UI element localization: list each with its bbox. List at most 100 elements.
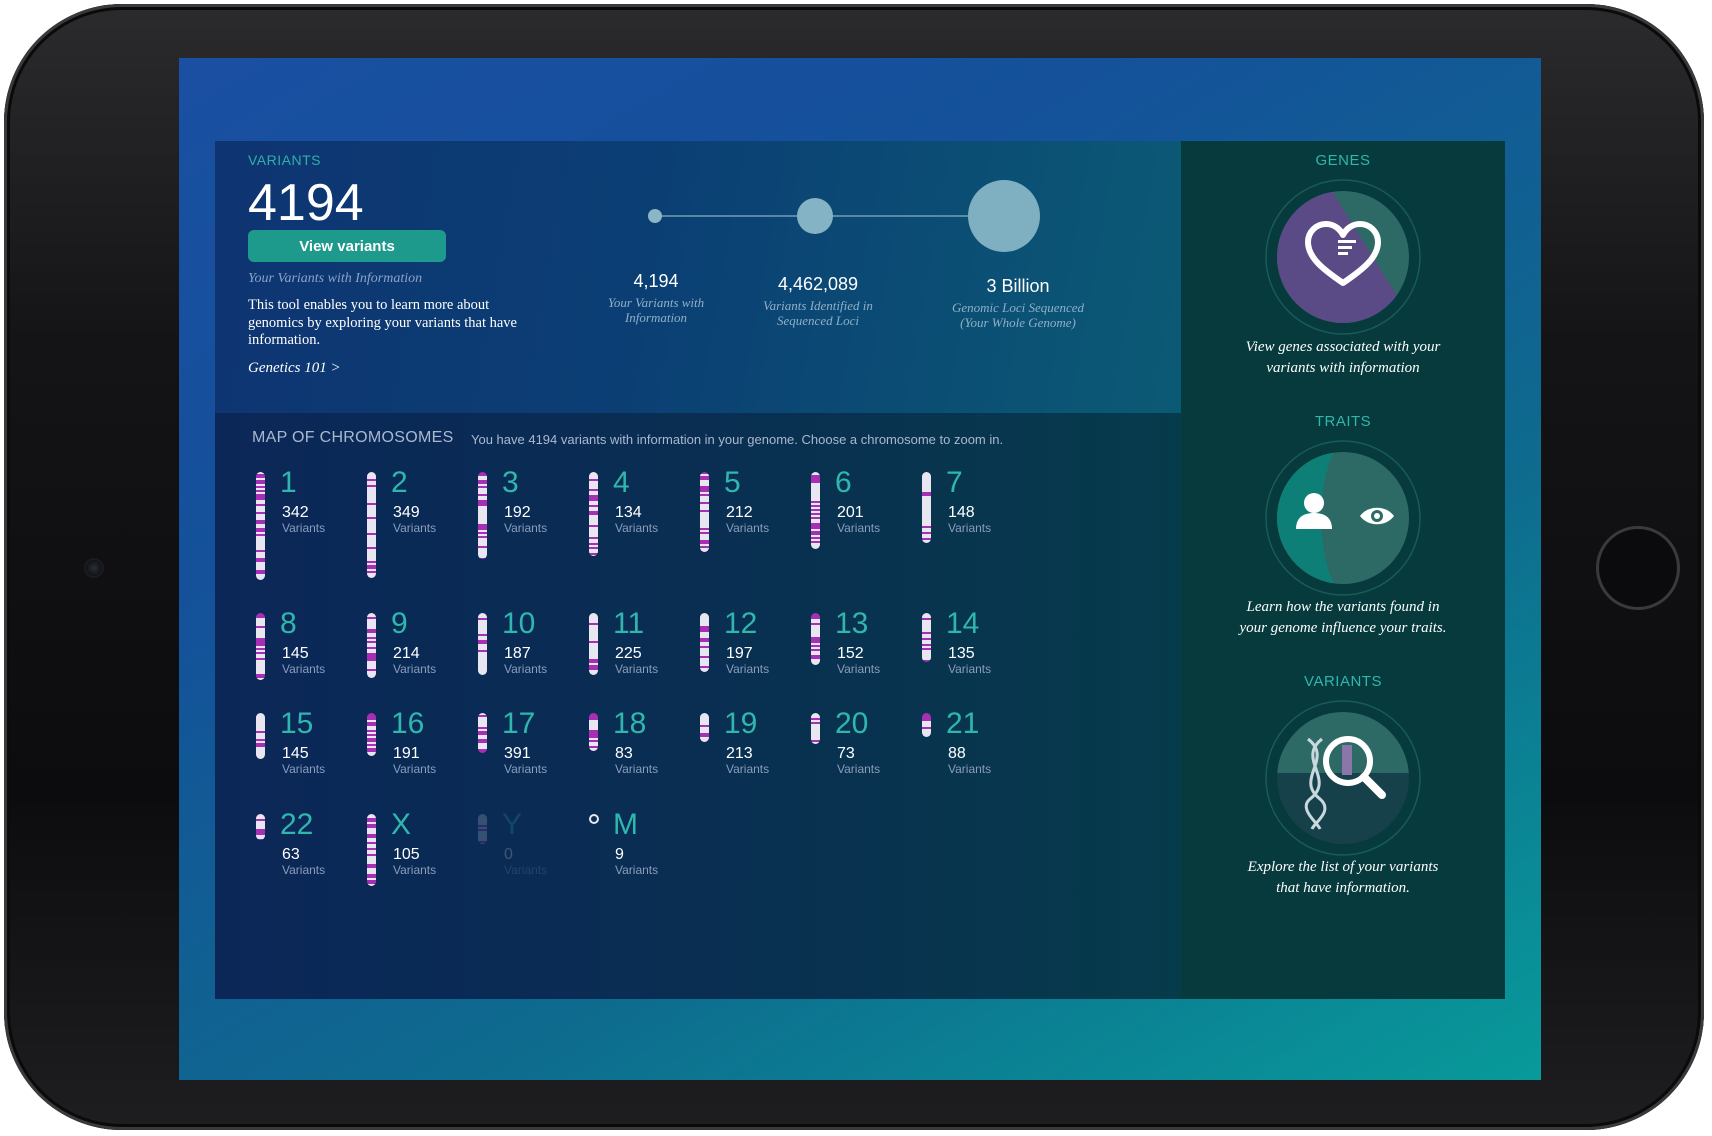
chromosome-unit-label: Variants xyxy=(726,521,770,535)
chromosome-9[interactable]: 9 214 Variants xyxy=(367,607,487,733)
chromosome-1[interactable]: 1 342 Variants xyxy=(256,466,376,592)
chromosome-band-icon xyxy=(811,472,820,549)
chromosome-unit-label: Variants xyxy=(948,662,992,676)
chromosome-number: 8 xyxy=(280,607,297,640)
chromosome-number: 19 xyxy=(724,707,758,740)
chromosome-band-icon xyxy=(478,713,487,753)
tablet-device: VARIANTS 4194 View variants Your Variant… xyxy=(4,4,1704,1130)
chromosome-unit-label: Variants xyxy=(282,863,326,877)
chromosome-19[interactable]: 19 213 Variants xyxy=(700,707,820,833)
view-variants-button[interactable]: View variants xyxy=(248,230,446,262)
chromosome-unit-label: Variants xyxy=(393,521,437,535)
chromosome-number: 10 xyxy=(502,607,536,640)
genetics-101-link[interactable]: Genetics 101 > xyxy=(248,360,341,376)
home-button[interactable] xyxy=(1596,526,1680,610)
chromosome-number: 14 xyxy=(946,607,980,640)
chromosome-band-icon xyxy=(589,814,599,824)
heart-icon xyxy=(1265,179,1421,335)
chromosome-22[interactable]: 22 63 Variants xyxy=(256,808,376,934)
chromosome-11[interactable]: 11 225 Variants xyxy=(589,607,709,733)
traits-title: TRAITS xyxy=(1314,413,1372,430)
chromosome-number: 15 xyxy=(280,707,314,740)
chromosome-number: Y xyxy=(502,808,523,841)
chromosome-y[interactable]: Y 0 Variants xyxy=(478,808,598,934)
chromosome-17[interactable]: 17 391 Variants xyxy=(478,707,598,833)
chromosome-m[interactable]: M 9 Variants xyxy=(589,808,709,934)
chromosome-number: 16 xyxy=(391,707,425,740)
chromosome-variant-count: 9 xyxy=(615,846,624,863)
chromosome-2[interactable]: 2 349 Variants xyxy=(367,466,487,592)
chromosome-unit-label: Variants xyxy=(282,521,326,535)
chromosome-variant-count: 191 xyxy=(393,745,420,762)
chromosome-unit-label: Variants xyxy=(504,762,548,776)
chromosome-15[interactable]: 15 145 Variants xyxy=(256,707,376,833)
chromosome-3[interactable]: 3 192 Variants xyxy=(478,466,598,592)
tool-description: This tool enables you to learn more abou… xyxy=(248,297,517,348)
chromosome-number: 1 xyxy=(280,466,297,499)
chromosome-21[interactable]: 21 88 Variants xyxy=(922,707,1042,833)
chromosome-6[interactable]: 6 201 Variants xyxy=(811,466,931,592)
large-dot-icon xyxy=(968,180,1040,252)
chromosome-x[interactable]: X 105 Variants xyxy=(367,808,487,934)
genes-button[interactable] xyxy=(1264,178,1422,336)
chromosome-number: 9 xyxy=(391,607,408,640)
chromosome-unit-label: Variants xyxy=(615,863,659,877)
chromosome-number: 5 xyxy=(724,466,741,499)
map-subtitle: You have 4194 variants with information … xyxy=(471,432,1004,447)
chromosome-band-icon xyxy=(256,713,265,759)
chromosome-unit-label: Variants xyxy=(504,521,548,535)
variants-summary-panel: VARIANTS 4194 View variants Your Variant… xyxy=(215,141,1181,413)
chromosome-variant-count: 148 xyxy=(948,504,975,521)
chromosome-12[interactable]: 12 197 Variants xyxy=(700,607,820,733)
genes-caption: View genes associated with your variants … xyxy=(1245,339,1441,376)
chromosome-variant-count: 225 xyxy=(615,645,642,662)
chromosome-unit-label: Variants xyxy=(393,762,437,776)
chromosome-number: 13 xyxy=(835,607,869,640)
chromosome-number: X xyxy=(391,808,412,841)
chromosome-unit-label: Variants xyxy=(282,762,326,776)
chromosome-variant-count: 145 xyxy=(282,745,309,762)
variants-list-button[interactable] xyxy=(1264,699,1422,857)
chromosome-18[interactable]: 18 83 Variants xyxy=(589,707,709,833)
chromosome-8[interactable]: 8 145 Variants xyxy=(256,607,376,733)
chromosome-unit-label: Variants xyxy=(615,762,659,776)
chromosome-variant-count: 213 xyxy=(726,745,753,762)
chromosome-unit-label: Variants xyxy=(837,521,881,535)
chromosome-band-icon xyxy=(478,472,487,559)
chromosome-band-icon xyxy=(700,613,709,672)
chromosome-unit-label: Variants xyxy=(837,762,881,776)
chromosome-band-icon xyxy=(589,472,598,556)
chromosome-13[interactable]: 13 152 Variants xyxy=(811,607,931,733)
chromosome-band-icon xyxy=(367,814,376,886)
traits-caption: Learn how the variants found in your geno… xyxy=(1239,599,1447,636)
chromosome-4[interactable]: 4 134 Variants xyxy=(589,466,709,592)
app-screen: VARIANTS 4194 View variants Your Variant… xyxy=(179,58,1541,1080)
chromosome-unit-label: Variants xyxy=(726,662,770,676)
chromosome-7[interactable]: 7 148 Variants xyxy=(922,466,1042,592)
chromosome-variant-count: 88 xyxy=(948,745,966,762)
chromosome-band-icon xyxy=(589,713,598,751)
chromosome-unit-label: Variants xyxy=(615,521,659,535)
chromosome-10[interactable]: 10 187 Variants xyxy=(478,607,598,733)
chromosome-number: 17 xyxy=(502,707,536,740)
chromosome-number: 20 xyxy=(835,707,869,740)
chromosome-variant-count: 83 xyxy=(615,745,633,762)
explore-sidebar: GENES View genes associated with your xyxy=(1181,141,1505,999)
stat-value: 4,462,089 xyxy=(777,274,859,294)
chromosome-unit-label: Variants xyxy=(948,521,992,535)
traits-button[interactable] xyxy=(1264,439,1422,597)
chromosome-variant-count: 212 xyxy=(726,504,753,521)
chromosome-16[interactable]: 16 191 Variants xyxy=(367,707,487,833)
chromosome-variant-count: 192 xyxy=(504,504,531,521)
chromosome-5[interactable]: 5 212 Variants xyxy=(700,466,820,592)
chromosome-unit-label: Variants xyxy=(393,662,437,676)
stat-your-variants: 4,194 Your Variants with Information xyxy=(576,271,736,325)
chromosome-variant-count: 73 xyxy=(837,745,855,762)
chromosome-variant-count: 145 xyxy=(282,645,309,662)
chromosome-14[interactable]: 14 135 Variants xyxy=(922,607,1042,733)
small-dot-icon xyxy=(648,209,662,223)
chromosome-number: 7 xyxy=(946,466,963,499)
chromosome-20[interactable]: 20 73 Variants xyxy=(811,707,931,833)
chromosome-unit-label: Variants xyxy=(615,662,659,676)
stat-caption: Your Variants with Information xyxy=(607,295,705,325)
